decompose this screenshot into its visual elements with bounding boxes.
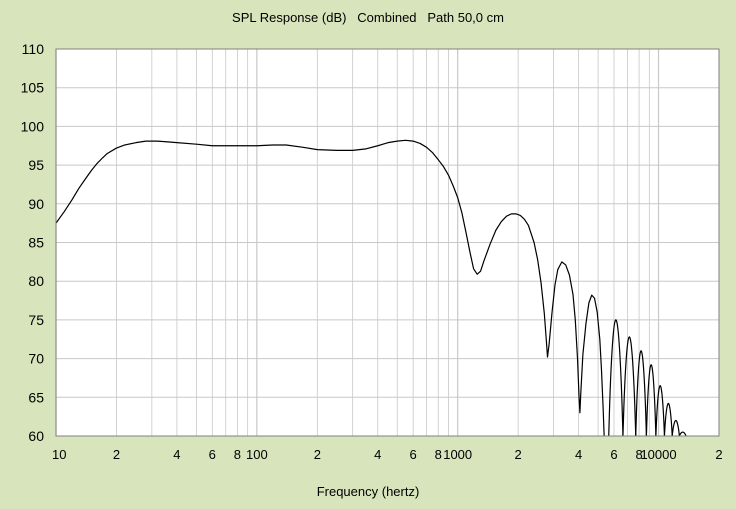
y-tick-label: 100 (21, 118, 45, 134)
x-tick-label: 8 (234, 447, 241, 462)
y-tick-label: 90 (28, 196, 44, 212)
x-tick-label: 6 (209, 447, 216, 462)
x-tick-label: 2 (113, 447, 120, 462)
x-tick-label: 8 (635, 447, 642, 462)
response-lobe (678, 431, 687, 437)
x-tick-label: 100 (246, 447, 268, 462)
y-tick-label: 105 (21, 80, 45, 96)
y-tick-label: 95 (28, 157, 44, 173)
y-tick-label: 110 (22, 41, 45, 57)
x-tick-label: 4 (374, 447, 381, 462)
plot-border (55, 48, 720, 437)
response-lobe (608, 319, 624, 437)
x-axis-label: Frequency (hertz) (316, 484, 420, 499)
y-tick-label: 65 (28, 389, 44, 405)
response-lobe (635, 350, 647, 437)
y-tick-label: 70 (28, 351, 44, 367)
y-tick-label: 80 (28, 273, 44, 289)
x-tick-label: 6 (610, 447, 617, 462)
x-tick-label: 8 (435, 447, 442, 462)
y-tick-labels: 60 65 70 75 80 85 90 95 100 105 110 (21, 41, 45, 444)
y-tick-label: 60 (28, 428, 44, 444)
vertical-gridlines (55, 49, 720, 436)
response-lobe (645, 363, 657, 437)
response-lobe (622, 336, 637, 437)
x-tick-label: 4 (173, 447, 180, 462)
response-lobe (655, 384, 666, 437)
x-tick-label: 1000 (443, 447, 472, 462)
x-tick-label: 10 (52, 447, 66, 462)
x-tick-label: 10000 (640, 447, 676, 462)
response-lobe (671, 419, 680, 437)
curve-layer (55, 139, 687, 437)
x-tick-label: 4 (575, 447, 582, 462)
chart-title: SPL Response (dB) Combined Path 50,0 cm (232, 10, 504, 25)
response-lobe (663, 402, 673, 437)
x-tick-label: 2 (515, 447, 522, 462)
y-tick-label: 85 (28, 235, 44, 251)
x-tick-label: 2 (715, 447, 722, 462)
response-curve (55, 139, 605, 437)
horizontal-gridlines (56, 48, 719, 437)
x-tick-label: 6 (410, 447, 417, 462)
y-tick-label: 75 (28, 312, 44, 328)
x-tick-label: 2 (314, 447, 321, 462)
